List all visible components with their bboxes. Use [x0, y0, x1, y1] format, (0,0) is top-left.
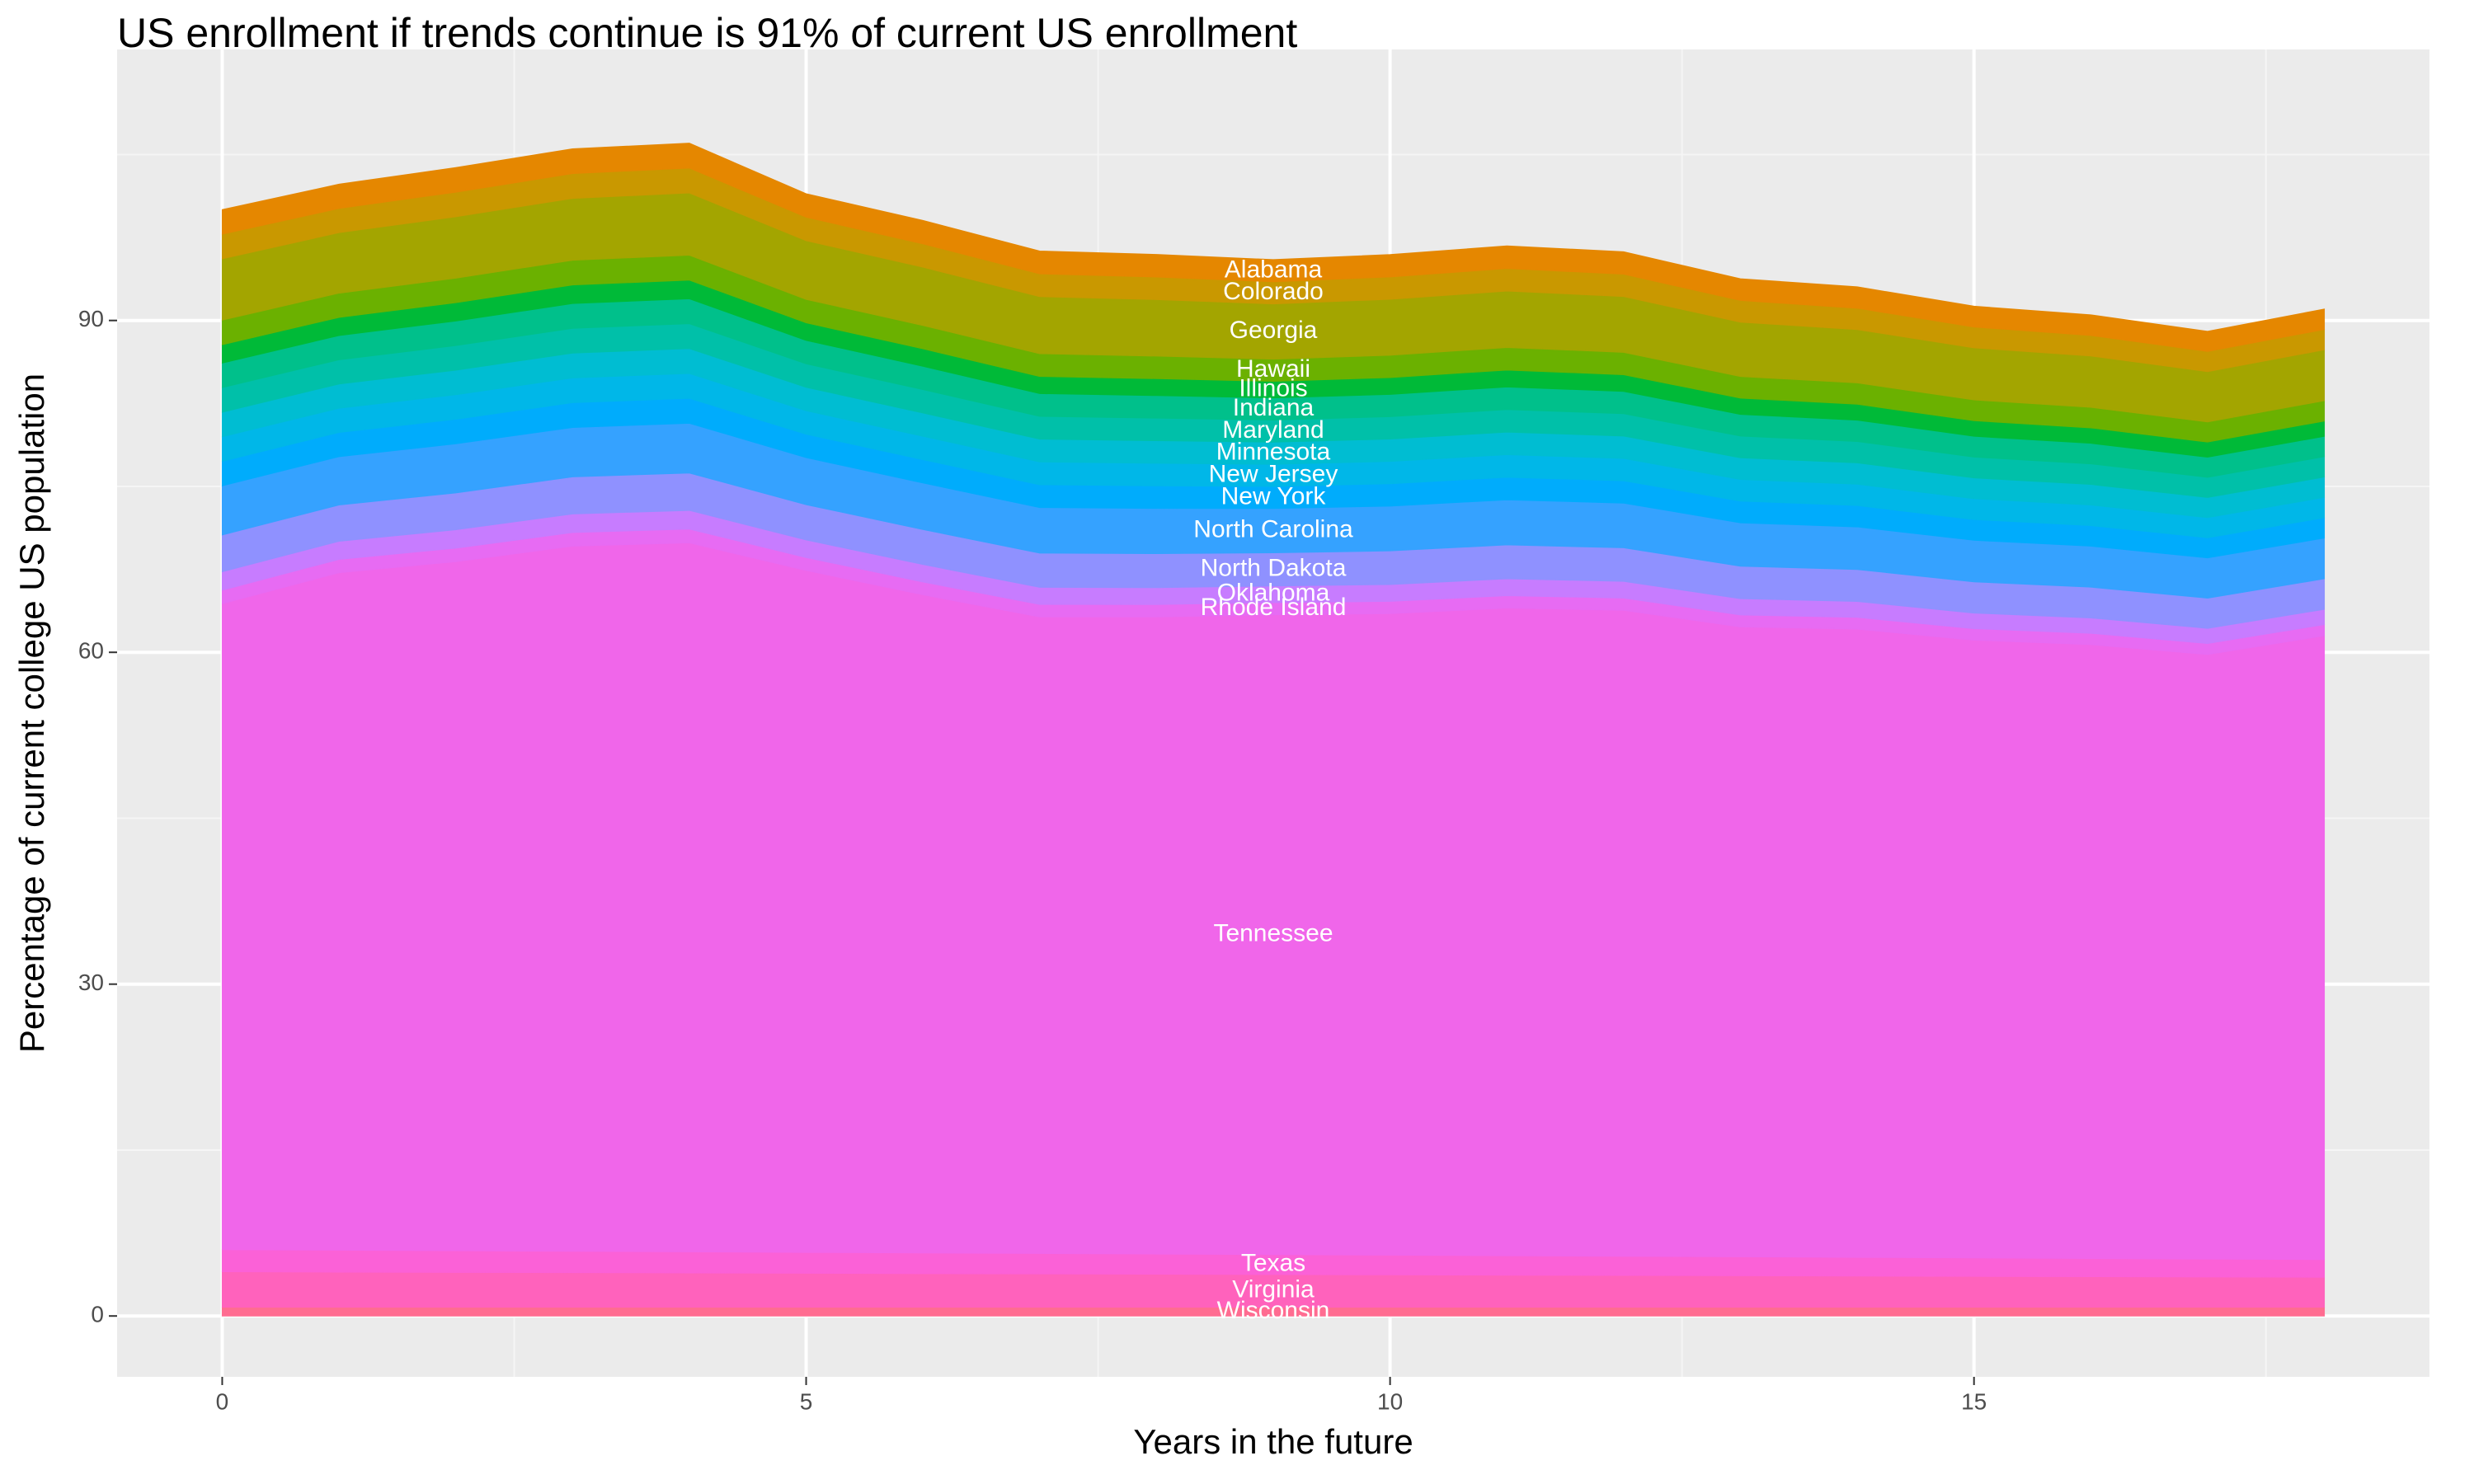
- x-axis-title: Years in the future: [1133, 1422, 1413, 1461]
- series-label: Tennessee: [1213, 920, 1333, 947]
- series-label: Minnesota: [1216, 439, 1331, 466]
- area: [221, 143, 2326, 352]
- chart-title: US enrollment if trends continue is 91% …: [117, 10, 1297, 56]
- y-tick-label: 0: [91, 1302, 104, 1327]
- series-label: New York: [1221, 482, 1327, 510]
- series-label: North Dakota: [1201, 555, 1347, 582]
- series-label: Illinois: [1239, 374, 1307, 402]
- y-tick-label: 90: [78, 306, 104, 331]
- x-tick-label: 10: [1377, 1388, 1403, 1414]
- series-label: New Jersey: [1209, 460, 1338, 487]
- series-label: Maryland: [1222, 416, 1324, 444]
- x-tick-label: 5: [800, 1388, 813, 1414]
- y-tick-label: 60: [78, 638, 104, 664]
- series-label: Oklahoma: [1217, 580, 1330, 607]
- x-tick-label: 15: [1961, 1388, 1987, 1414]
- series-label: North Carolina: [1193, 516, 1353, 543]
- y-axis-title: Percentage of current college US populat…: [12, 373, 51, 1053]
- series-label: Colorado: [1223, 278, 1324, 305]
- series-label: Hawaii: [1236, 355, 1310, 383]
- series-label: Wisconsin: [1217, 1297, 1330, 1324]
- y-tick-label: 30: [78, 970, 104, 995]
- area: [221, 542, 2326, 1261]
- series-label: Indiana: [1233, 394, 1315, 421]
- series-label: Alabama: [1225, 256, 1323, 283]
- series-label: Rhode Island: [1201, 594, 1347, 621]
- series-label: Texas: [1241, 1250, 1305, 1277]
- x-tick-label: 0: [216, 1388, 229, 1414]
- series-label: Georgia: [1230, 317, 1318, 344]
- series-label: Virginia: [1232, 1276, 1315, 1303]
